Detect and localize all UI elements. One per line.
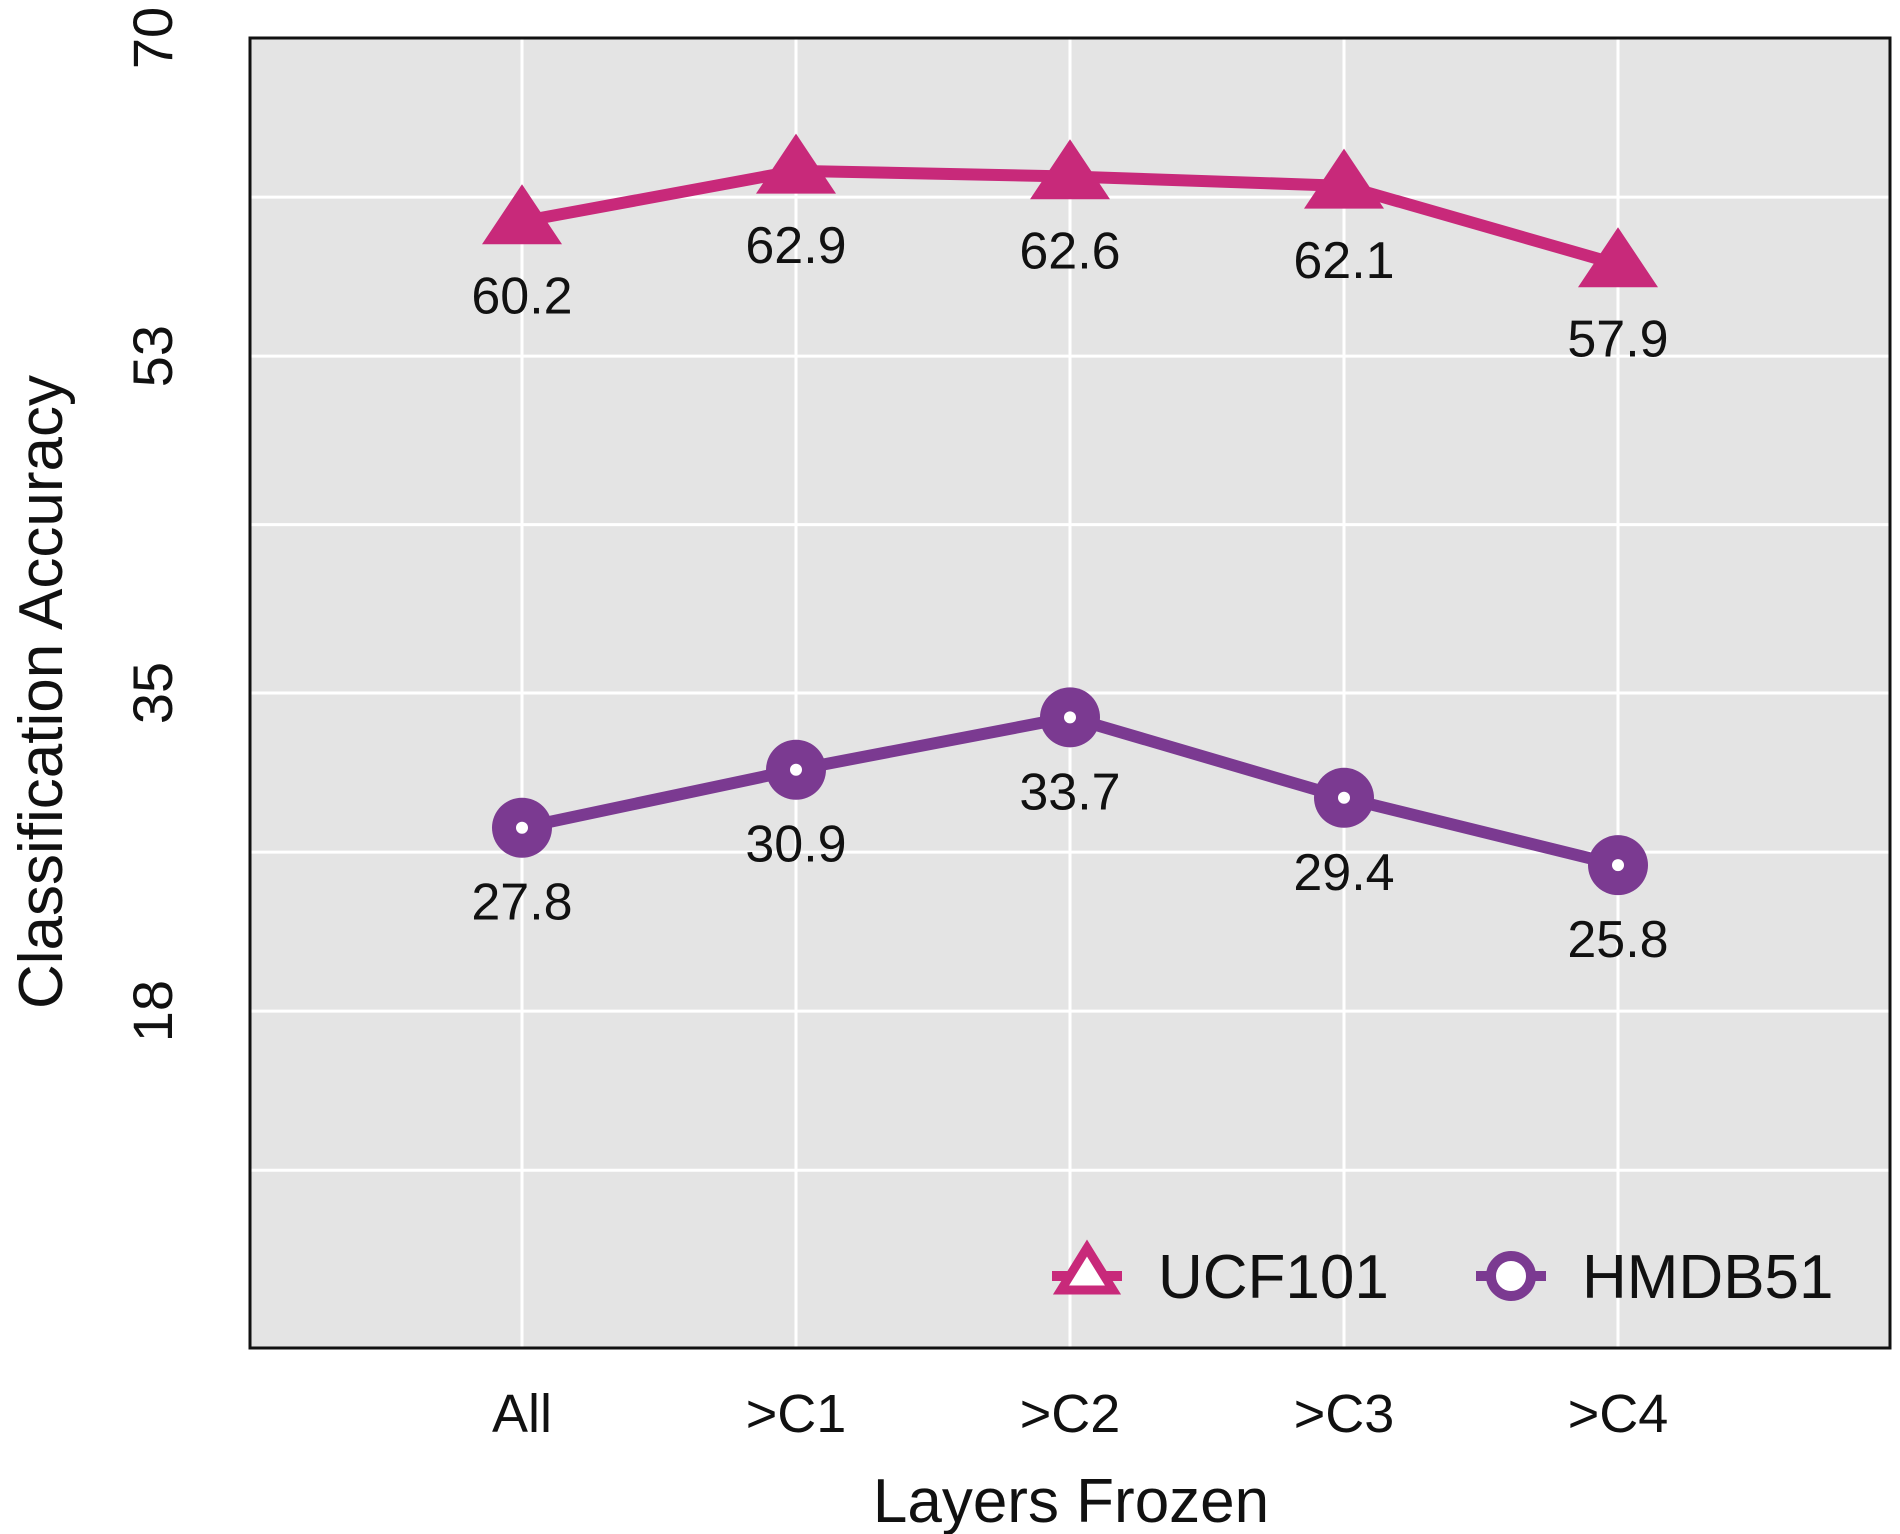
legend-label: UCF101	[1158, 1243, 1389, 1312]
data-label: 29.4	[1293, 844, 1394, 902]
series-hmdb51: 27.8 30.9 33.7 29.4 25.8	[471, 687, 1669, 969]
x-tick-label: >C4	[1568, 1384, 1669, 1444]
y-tick-label: 70	[121, 7, 184, 69]
data-point-triangle	[1578, 227, 1658, 288]
y-tick-labels: 18 35 53 70	[121, 7, 184, 1042]
data-label: 27.8	[471, 874, 572, 932]
x-tick-labels: All >C1 >C2 >C3 >C4	[492, 1384, 1668, 1444]
data-label: 62.6	[1019, 222, 1120, 280]
data-label: 62.9	[745, 217, 846, 275]
legend: UCF101 HMDB51	[1052, 1239, 1834, 1312]
data-point-center	[1338, 791, 1350, 804]
data-point-center	[1612, 859, 1624, 872]
legend-item-ucf101: UCF101	[1052, 1239, 1389, 1312]
y-tick-label: 18	[121, 980, 184, 1042]
data-label: 30.9	[745, 816, 846, 874]
legend-circle-icon	[1486, 1251, 1536, 1301]
data-point-triangle	[1304, 148, 1384, 209]
legend-item-hmdb51: HMDB51	[1476, 1243, 1834, 1312]
x-tick-label: >C3	[1294, 1384, 1395, 1444]
data-point-center	[516, 821, 528, 834]
x-tick-label: >C2	[1020, 1384, 1121, 1444]
data-label: 25.8	[1567, 911, 1668, 969]
legend-label: HMDB51	[1582, 1243, 1834, 1312]
data-point-triangle	[482, 184, 562, 245]
y-tick-label: 53	[121, 325, 184, 387]
legend-triangle-icon	[1052, 1239, 1122, 1295]
data-label: 62.1	[1293, 232, 1394, 290]
x-axis-label: Layers Frozen	[873, 1467, 1269, 1534]
data-point-triangle	[1030, 139, 1110, 200]
data-label: 60.2	[471, 267, 572, 325]
data-point-triangle	[756, 133, 836, 194]
x-tick-label: >C1	[746, 1384, 847, 1444]
data-label: 57.9	[1567, 310, 1668, 368]
data-point-center	[790, 763, 802, 776]
x-tick-label: All	[492, 1384, 552, 1444]
data-label: 33.7	[1019, 763, 1120, 821]
data-point-center	[1064, 711, 1076, 724]
y-axis-label: Classification Accuracy	[7, 375, 76, 1009]
series-layer: 60.2 62.9 62.6 62.1 57.9 27.8 30.9 33.7 29.4 25.8	[471, 133, 1669, 969]
series-ucf101: 60.2 62.9 62.6 62.1 57.9	[471, 133, 1669, 368]
plot-frame	[248, 36, 1892, 1350]
y-tick-label: 35	[121, 662, 184, 724]
